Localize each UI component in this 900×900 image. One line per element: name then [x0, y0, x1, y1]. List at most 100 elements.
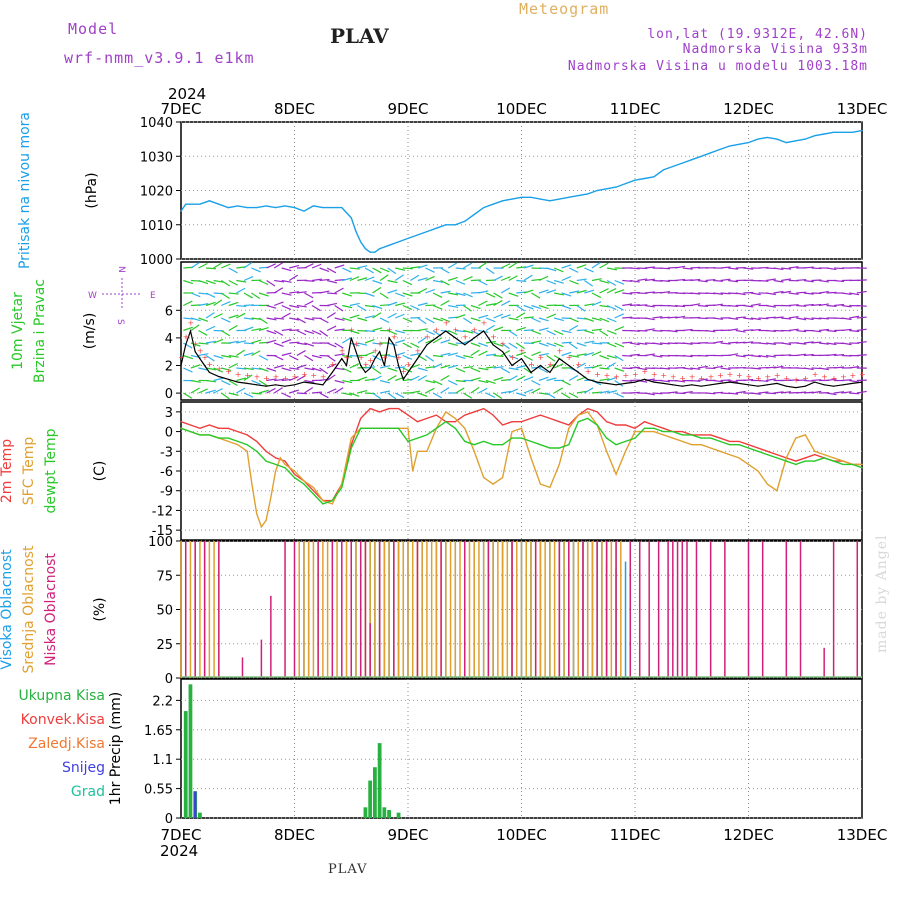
wind-barb	[289, 264, 300, 269]
data-point	[473, 213, 475, 216]
wind-barb	[561, 379, 571, 386]
wind-barb	[606, 390, 617, 394]
data-point	[549, 371, 551, 373]
wind-barb	[515, 304, 526, 312]
wind-barb	[788, 304, 799, 307]
wind-barb	[652, 316, 663, 319]
gust-marker: +	[764, 373, 771, 382]
wind-barb	[448, 292, 459, 296]
data-point	[833, 385, 835, 387]
wind-barb	[622, 316, 633, 319]
data-point	[795, 463, 797, 466]
gust-marker: +	[192, 339, 199, 348]
data-point	[208, 371, 210, 373]
wind-barb	[236, 279, 247, 283]
wind-barb	[220, 292, 230, 300]
gust-marker: +	[774, 371, 781, 380]
wind-barb	[614, 367, 625, 372]
wind-barb	[326, 363, 337, 369]
data-point	[615, 424, 617, 426]
wind-barb	[220, 263, 231, 269]
wind-barb	[319, 290, 330, 294]
day-label-top: 8DEC	[274, 100, 315, 118]
wind-barb	[614, 304, 624, 311]
y-tick-label: 1030	[140, 150, 173, 165]
data-point	[397, 427, 400, 429]
wind-barb	[773, 279, 784, 283]
data-point	[492, 444, 494, 446]
wind-barb	[728, 392, 739, 395]
wind-barb	[425, 379, 436, 384]
gust-marker: +	[362, 360, 369, 369]
data-point	[861, 129, 863, 132]
wind-barb	[289, 376, 299, 382]
day-label-bottom: 9DEC	[387, 826, 428, 844]
wind-barb	[690, 303, 701, 307]
wind-barb	[758, 279, 769, 282]
wind-barb	[614, 279, 625, 285]
wind-barb	[296, 304, 307, 308]
wind-barb	[606, 304, 617, 311]
wind-barb	[856, 290, 867, 294]
data-point	[284, 205, 286, 207]
data-point	[208, 434, 210, 436]
gust-marker: +	[471, 326, 478, 335]
wind-barb	[508, 342, 518, 349]
y-axis-label: (m/s)	[82, 313, 98, 350]
gust-marker: +	[282, 374, 289, 383]
data-point	[251, 483, 253, 485]
data-point	[842, 384, 844, 386]
data-point	[454, 337, 456, 339]
wind-barb	[712, 365, 723, 369]
data-point	[558, 421, 560, 423]
wind-barb	[743, 378, 754, 382]
gust-marker: +	[386, 326, 393, 335]
data-point	[407, 414, 409, 416]
model-altitude: Nadmorska Visina u modelu 1003.18m	[567, 59, 868, 74]
data-point	[558, 198, 560, 200]
data-point	[681, 162, 683, 164]
wind-barb	[206, 267, 217, 270]
data-point	[355, 351, 357, 353]
data-point	[501, 351, 504, 353]
day-label-bottom: 13DEC	[837, 826, 888, 844]
wind-barb	[781, 290, 792, 294]
y-tick-label: 1020	[140, 185, 173, 200]
data-point	[303, 210, 305, 212]
y-tick-label: 2.2	[152, 694, 173, 709]
wind-barb	[531, 304, 542, 310]
wind-barb	[834, 391, 845, 394]
wind-barb	[470, 304, 481, 310]
data-point	[246, 450, 248, 452]
data-point	[511, 198, 513, 200]
wind-barb	[364, 304, 375, 308]
wind-barb	[765, 304, 776, 308]
wind-barb	[470, 279, 481, 282]
y-axis-label: 10m Vjetar	[10, 292, 26, 370]
y-axis-label: Pritisak na nivou mora	[17, 112, 33, 269]
wind-barb	[334, 387, 344, 394]
data-point	[710, 447, 712, 449]
wind-barb	[243, 326, 254, 332]
data-point	[293, 476, 296, 479]
data-point	[189, 203, 192, 205]
wind-barb	[576, 305, 586, 312]
wind-barb	[849, 292, 860, 296]
data-point	[587, 417, 589, 420]
wind-barb	[281, 292, 292, 296]
wind-barb	[712, 292, 724, 295]
wind-barb	[440, 374, 450, 382]
wind-barb	[334, 264, 345, 269]
data-point	[284, 467, 286, 469]
wind-barb	[258, 279, 269, 286]
compass-south-label: S	[115, 319, 125, 325]
gust-marker: +	[400, 367, 407, 376]
wind-barb	[826, 329, 837, 333]
wind-barb	[334, 379, 345, 384]
gust-marker: +	[183, 333, 190, 342]
model-name: wrf-nmm_v3.9.1 e1km	[64, 49, 255, 67]
wind-barb	[773, 290, 784, 294]
data-point	[776, 490, 778, 492]
wind-barb	[561, 329, 572, 334]
wind-barb	[251, 392, 262, 395]
